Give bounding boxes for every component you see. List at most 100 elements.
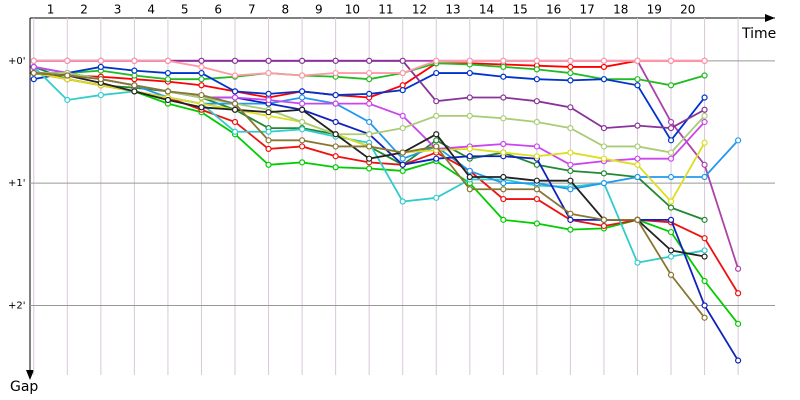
point <box>533 57 540 64</box>
point <box>735 320 742 327</box>
point <box>399 149 406 156</box>
point <box>265 137 272 144</box>
x-tick-label: 6 <box>214 3 222 17</box>
point <box>332 69 339 77</box>
point <box>298 106 306 113</box>
point <box>701 57 708 64</box>
point <box>701 253 708 260</box>
point <box>701 302 708 309</box>
point <box>433 57 440 64</box>
point <box>366 90 373 97</box>
point <box>332 143 339 150</box>
point <box>600 222 608 230</box>
point <box>366 100 373 107</box>
point <box>600 180 608 187</box>
point <box>500 63 507 71</box>
point <box>298 118 306 126</box>
point <box>567 177 574 184</box>
point <box>701 106 708 113</box>
point <box>265 69 272 77</box>
point <box>265 96 272 104</box>
point <box>667 198 675 205</box>
point <box>600 63 608 71</box>
point <box>634 57 641 64</box>
point <box>231 100 239 107</box>
point <box>500 94 507 101</box>
point <box>131 72 138 79</box>
point <box>667 228 675 236</box>
point <box>500 216 507 223</box>
point <box>30 57 37 64</box>
point <box>231 106 239 113</box>
x-tick-label: 16 <box>546 3 561 17</box>
x-tick-label: 17 <box>580 3 595 17</box>
point <box>433 194 440 201</box>
point <box>634 161 641 168</box>
point <box>533 186 540 193</box>
point <box>198 76 205 83</box>
point <box>500 195 507 203</box>
point <box>567 216 574 223</box>
x-tick-label: 5 <box>181 3 189 17</box>
point <box>298 72 306 79</box>
point <box>533 153 540 160</box>
point <box>567 226 574 233</box>
point <box>399 112 406 119</box>
point <box>164 57 172 64</box>
point <box>332 100 339 107</box>
x-tick-label: 2 <box>80 3 88 17</box>
point <box>198 63 205 71</box>
point <box>198 69 205 77</box>
point <box>466 145 473 152</box>
point <box>600 57 608 64</box>
point <box>567 167 574 175</box>
point <box>701 277 708 285</box>
x-tick-label: 8 <box>281 3 289 17</box>
point <box>399 87 406 94</box>
point <box>667 149 675 156</box>
point <box>567 125 574 132</box>
point <box>533 143 540 150</box>
x-tick-label: 19 <box>647 3 662 17</box>
point <box>466 173 473 181</box>
point <box>433 112 440 119</box>
point <box>366 76 373 83</box>
point <box>567 161 574 168</box>
x-tick-label: 14 <box>479 3 494 17</box>
point <box>97 91 104 99</box>
point <box>634 155 641 162</box>
point <box>500 180 507 187</box>
point <box>735 137 742 144</box>
point <box>600 216 608 223</box>
point <box>667 271 675 278</box>
point <box>667 155 675 162</box>
point <box>533 76 540 83</box>
y-tick-label: +0' <box>8 56 26 67</box>
point <box>231 118 239 126</box>
point <box>30 69 37 77</box>
point <box>64 72 71 79</box>
point <box>667 57 675 64</box>
y-tick-label: +2' <box>8 300 26 311</box>
point <box>735 357 742 364</box>
y-arrow <box>26 370 34 380</box>
point <box>735 290 742 297</box>
point <box>667 82 675 89</box>
point <box>30 63 37 71</box>
point <box>701 118 708 126</box>
point <box>332 91 339 99</box>
x-tick-label: 18 <box>613 3 628 17</box>
point <box>667 247 675 254</box>
y-axis-label: Gap <box>10 379 38 395</box>
point <box>164 88 172 95</box>
point <box>198 57 205 64</box>
point <box>433 137 440 144</box>
point <box>332 153 339 160</box>
point <box>131 82 138 89</box>
point <box>64 57 71 64</box>
point <box>433 155 440 162</box>
point <box>433 98 440 105</box>
x-arrow <box>765 14 775 22</box>
point <box>30 76 37 83</box>
